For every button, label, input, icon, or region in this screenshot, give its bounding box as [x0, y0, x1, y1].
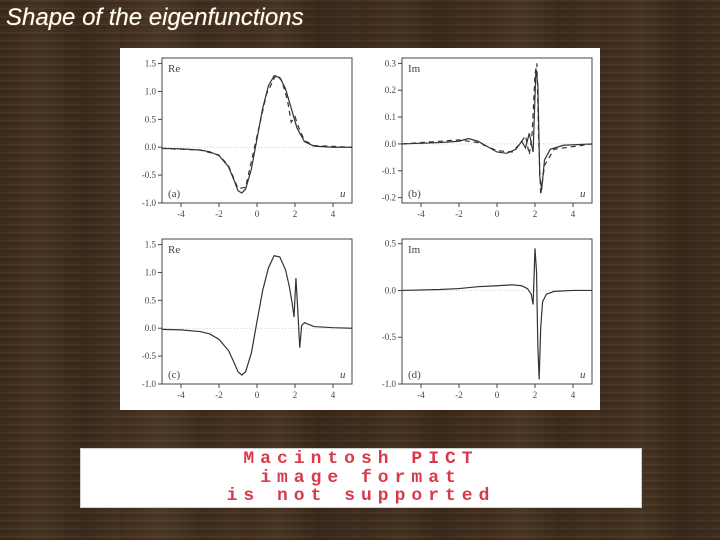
svg-text:1.0: 1.0 — [145, 86, 157, 96]
svg-text:Re: Re — [168, 63, 180, 75]
svg-text:Im: Im — [408, 244, 421, 256]
svg-text:0: 0 — [255, 390, 260, 400]
svg-text:u: u — [580, 369, 586, 381]
svg-text:(c): (c) — [168, 369, 181, 381]
page-title: Shape of the eigenfunctions — [6, 4, 304, 32]
svg-text:2: 2 — [293, 209, 298, 219]
svg-text:Re: Re — [168, 244, 180, 256]
pict-error-box: Macintosh PICT image format is not suppo… — [80, 448, 642, 508]
svg-text:-0.5: -0.5 — [382, 332, 397, 342]
svg-text:-4: -4 — [177, 390, 185, 400]
svg-text:2: 2 — [533, 209, 538, 219]
svg-text:u: u — [340, 369, 346, 381]
svg-text:0.0: 0.0 — [385, 139, 397, 149]
svg-text:-4: -4 — [417, 209, 425, 219]
svg-text:0: 0 — [255, 209, 260, 219]
svg-text:-1.0: -1.0 — [142, 198, 157, 208]
svg-text:-2: -2 — [455, 390, 463, 400]
svg-text:-0.5: -0.5 — [142, 351, 157, 361]
svg-text:u: u — [580, 188, 586, 200]
svg-text:0.0: 0.0 — [145, 142, 157, 152]
svg-text:0.0: 0.0 — [385, 285, 397, 295]
svg-text:1.0: 1.0 — [145, 267, 157, 277]
svg-text:0.3: 0.3 — [385, 58, 397, 68]
svg-text:0.5: 0.5 — [145, 114, 157, 124]
svg-text:-1.0: -1.0 — [382, 379, 397, 389]
svg-text:u: u — [340, 188, 346, 200]
svg-text:(d): (d) — [408, 369, 421, 381]
svg-text:-1.0: -1.0 — [142, 379, 157, 389]
svg-text:0.5: 0.5 — [145, 295, 157, 305]
svg-text:-0.1: -0.1 — [382, 166, 396, 176]
svg-text:(a): (a) — [168, 188, 181, 200]
error-line-2: image format — [260, 469, 462, 487]
svg-text:-4: -4 — [417, 390, 425, 400]
svg-text:-2: -2 — [215, 390, 223, 400]
svg-text:1.5: 1.5 — [145, 240, 157, 250]
svg-text:0.2: 0.2 — [385, 85, 396, 95]
svg-text:0.1: 0.1 — [385, 112, 396, 122]
svg-text:4: 4 — [331, 390, 336, 400]
svg-text:2: 2 — [293, 390, 298, 400]
svg-text:-2: -2 — [215, 209, 223, 219]
svg-text:1.5: 1.5 — [145, 59, 157, 69]
svg-text:4: 4 — [331, 209, 336, 219]
svg-text:0.5: 0.5 — [385, 239, 397, 249]
svg-text:-0.2: -0.2 — [382, 193, 396, 203]
svg-text:4: 4 — [571, 390, 576, 400]
svg-text:(b): (b) — [408, 188, 421, 200]
chart-panel: -4 -2 0 2 4 -1.0 -0.5 0.0 0.5 1.0 1.5 u Re (a) -4 -2 0 2 4… — [120, 48, 600, 410]
eigenfunction-charts: -4 -2 0 2 4 -1.0 -0.5 0.0 0.5 1.0 1.5 u Re (a) -4 -2 0 2 4… — [120, 48, 600, 410]
svg-text:4: 4 — [571, 209, 576, 219]
svg-text:-2: -2 — [455, 209, 463, 219]
svg-text:0: 0 — [495, 209, 500, 219]
svg-text:0: 0 — [495, 390, 500, 400]
svg-text:-0.5: -0.5 — [142, 170, 157, 180]
error-line-1: Macintosh PICT — [243, 450, 478, 468]
svg-text:-4: -4 — [177, 209, 185, 219]
svg-text:2: 2 — [533, 390, 538, 400]
svg-text:0.0: 0.0 — [145, 323, 157, 333]
svg-text:Im: Im — [408, 63, 421, 75]
error-line-3: is not supported — [227, 488, 496, 506]
